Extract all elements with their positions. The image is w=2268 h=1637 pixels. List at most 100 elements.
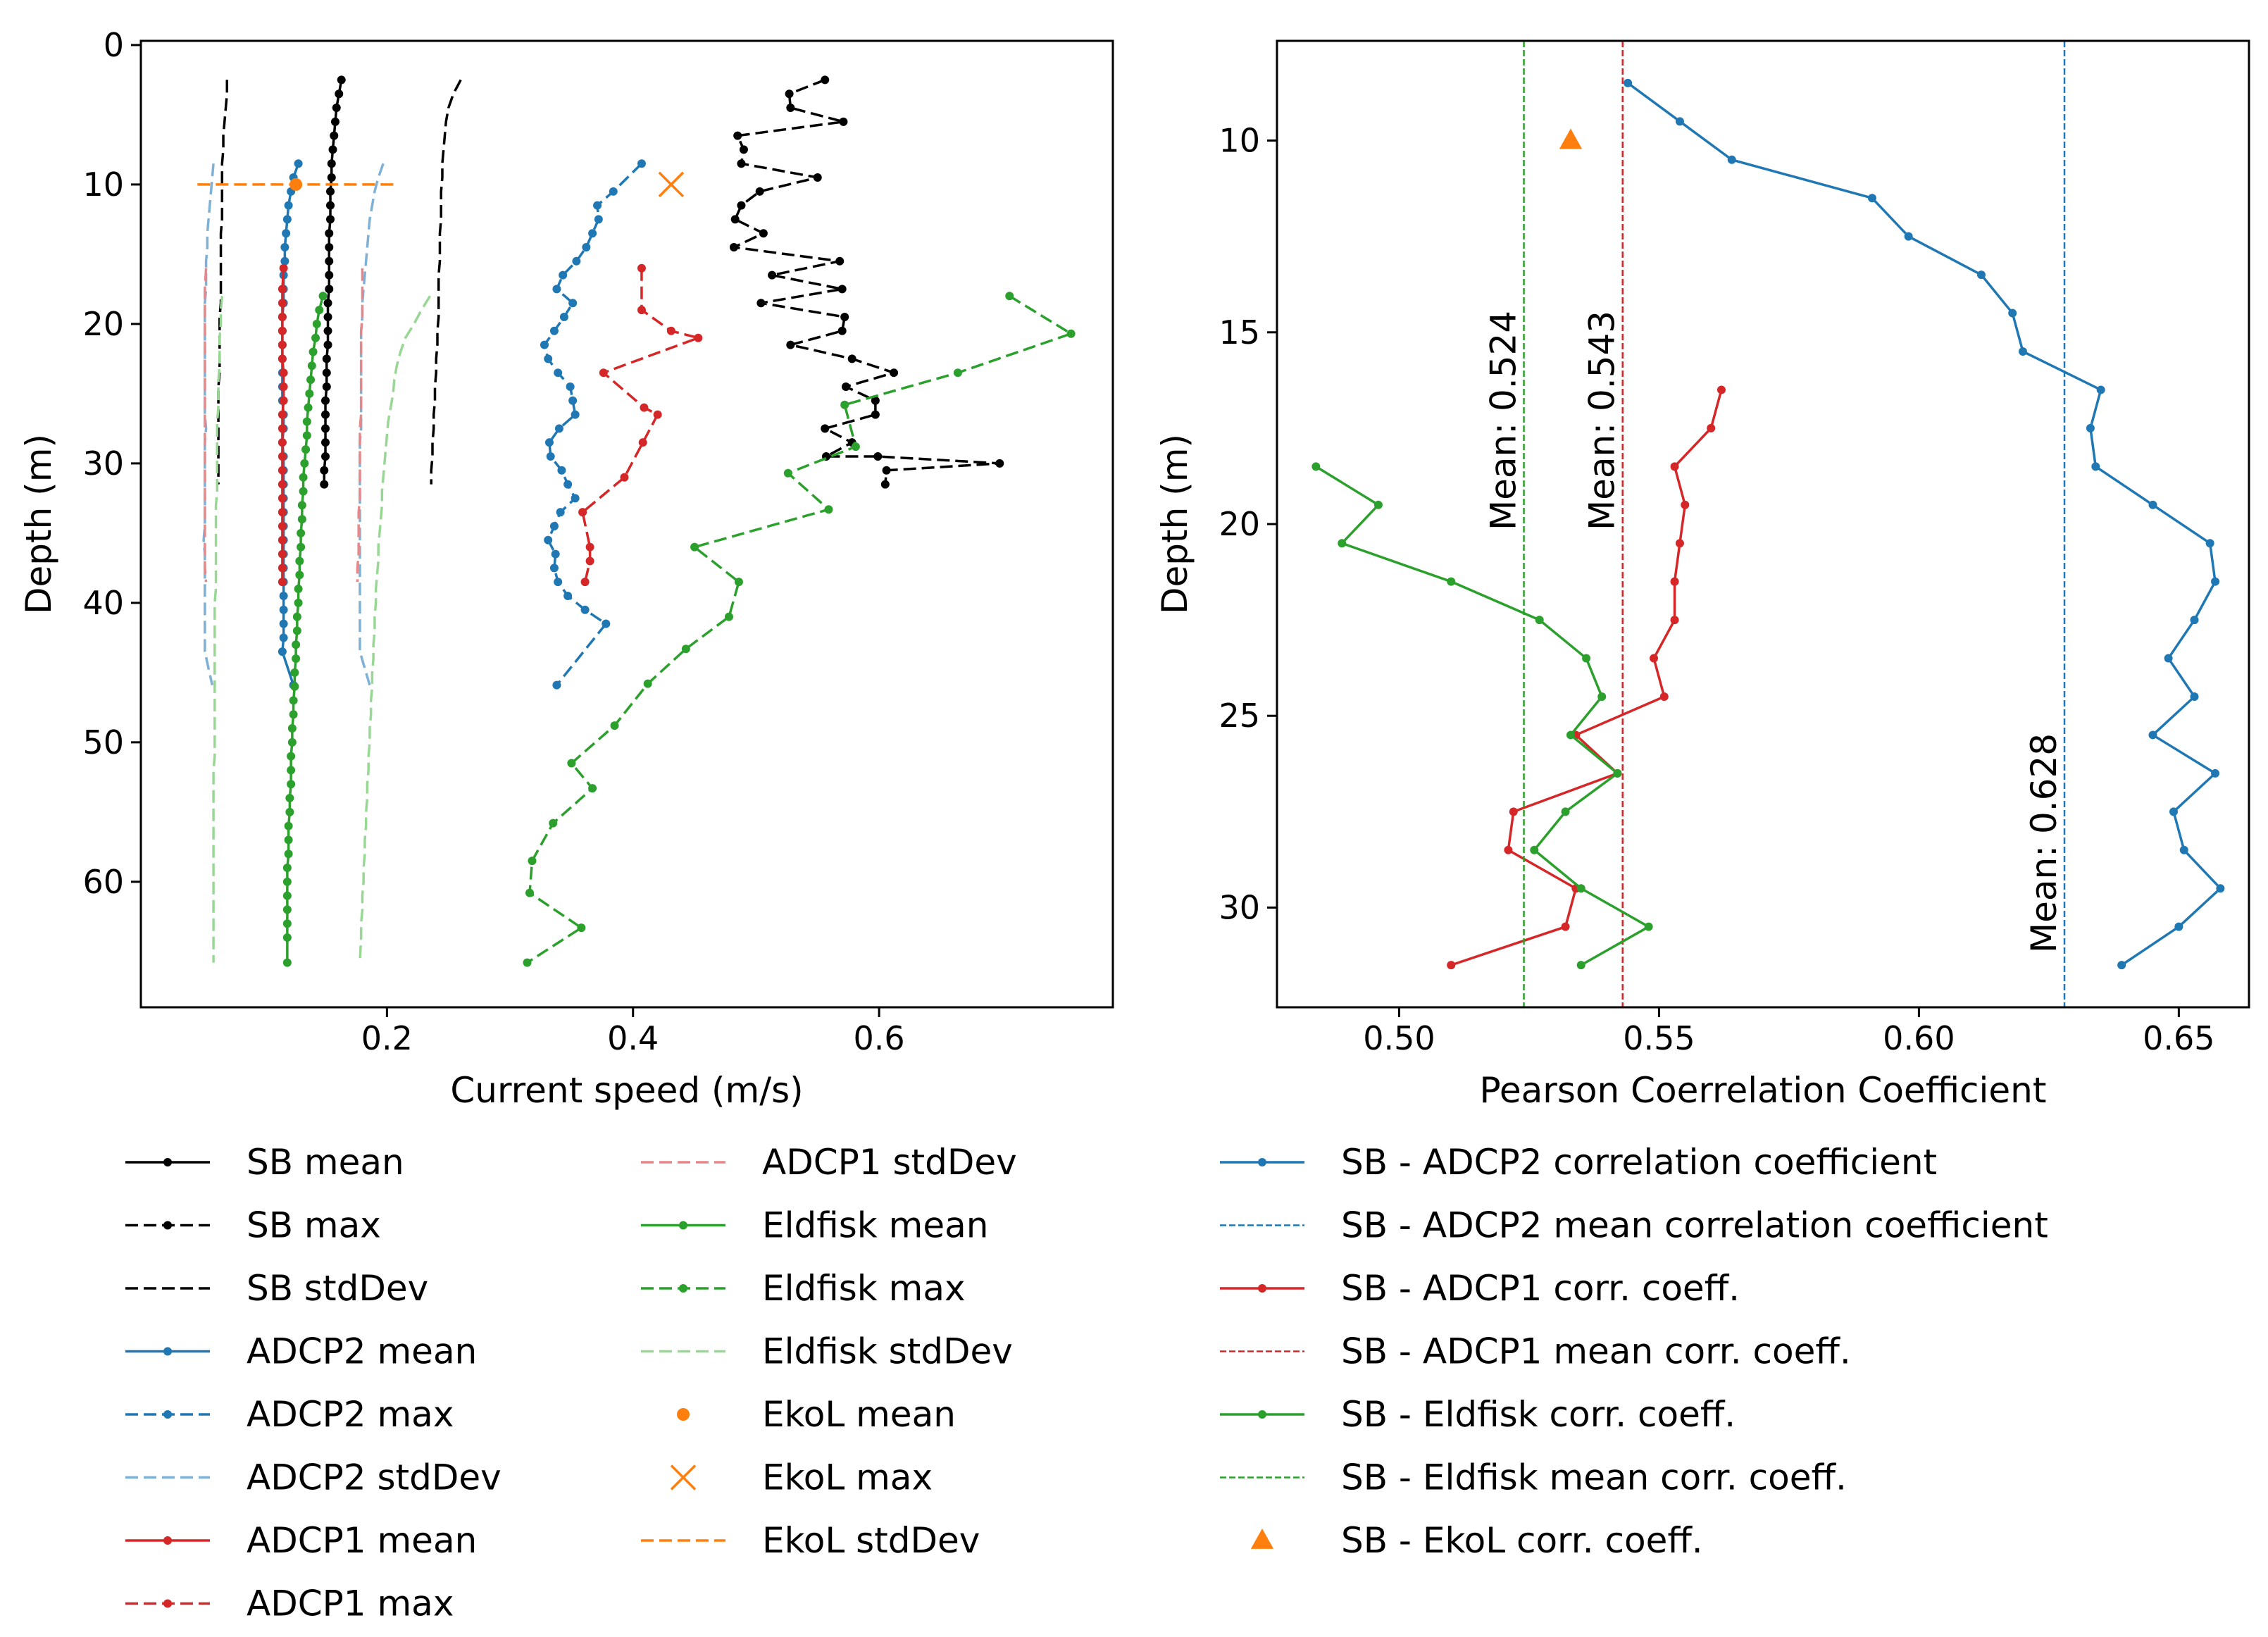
legend-item-sb-adcp1-mean-corr-coeff: SB - ADCP1 mean corr. coeff. (1220, 1331, 1851, 1372)
data-point (1576, 884, 1585, 893)
legend-label: ADCP1 max (247, 1583, 454, 1624)
data-point (322, 382, 331, 391)
data-point (737, 159, 746, 168)
data-point (279, 368, 288, 378)
data-point (653, 410, 662, 419)
data-point (563, 591, 573, 600)
data-point (578, 508, 587, 517)
series-sb-adcp2-correlation-coefficient (1624, 78, 2225, 970)
data-point (588, 784, 597, 793)
stddev-high-line (430, 79, 462, 485)
data-point (304, 403, 313, 412)
data-point (1005, 292, 1014, 301)
data-point (284, 835, 293, 845)
legend-label: Eldfisk mean (762, 1205, 988, 1246)
data-point (278, 410, 287, 419)
data-point (546, 452, 555, 461)
x-tick-label: 0.65 (2143, 1019, 2214, 1057)
data-point (554, 368, 563, 378)
data-point (318, 292, 328, 301)
legend-item-sb-adcp2-mean-correlation-coefficient: SB - ADCP2 mean correlation coefficient (1220, 1205, 2048, 1246)
data-point (278, 564, 287, 573)
data-point (321, 396, 330, 405)
legend-marker (163, 1410, 172, 1419)
series-line (1315, 465, 1650, 966)
data-point (327, 173, 336, 182)
legend-item-adcp2-mean: ADCP2 mean (125, 1331, 477, 1372)
legend-label: SB - ADCP1 corr. coeff. (1341, 1268, 1740, 1309)
data-point (571, 410, 580, 419)
data-point (1867, 194, 1876, 203)
legend-label: SB - ADCP2 mean correlation coefficient (1341, 1205, 2048, 1246)
data-point (287, 766, 296, 775)
y-tick-label: 30 (1219, 888, 1260, 926)
data-point (2211, 577, 2220, 586)
data-point (824, 505, 833, 514)
data-point (285, 807, 294, 816)
series-ekol-max (658, 171, 685, 198)
data-point (278, 438, 287, 447)
data-point (551, 549, 560, 559)
data-point (282, 891, 292, 900)
data-point (840, 400, 849, 409)
data-point (890, 368, 899, 378)
series-line (526, 294, 1073, 964)
data-point (571, 494, 580, 503)
series-eldfisk-mean (282, 292, 328, 967)
data-point (278, 313, 287, 321)
legend-item-sb-eldfisk-mean-corr-coeff: SB - Eldfisk mean corr. coeff. (1220, 1457, 1847, 1498)
data-point (278, 535, 287, 544)
data-point (278, 424, 287, 433)
legend-item-ekol-max: EkoL max (670, 1457, 933, 1498)
series-adcp2-max (540, 159, 646, 690)
data-point (739, 145, 748, 154)
data-point (690, 542, 699, 552)
correlation-legend: SB - ADCP2 correlation coefficient SB - A… (1220, 1142, 2048, 1561)
data-point (1447, 961, 1456, 970)
legend-label: EkoL stdDev (762, 1520, 980, 1561)
data-point (337, 75, 346, 85)
data-point (282, 864, 292, 873)
stddev-high-line (356, 268, 364, 583)
data-point (309, 347, 318, 356)
data-point (1535, 616, 1544, 625)
data-point (733, 131, 742, 140)
data-point (580, 578, 590, 587)
data-point (2096, 385, 2105, 394)
data-point (1582, 654, 1591, 663)
y-tick-label: 20 (1219, 505, 1260, 543)
data-point (289, 710, 298, 719)
data-point (602, 619, 611, 628)
legend-item-adcp2-stddev: ADCP2 stdDev (125, 1457, 501, 1498)
y-tick-label: 15 (1219, 313, 1260, 351)
speed-legend: SB mean SB max SB stdDev ADCP2 mean ADCP2 ma… (125, 1142, 1017, 1624)
data-point (724, 612, 733, 621)
y-tick-label: 60 (82, 863, 124, 901)
data-point (730, 215, 740, 224)
data-point (278, 452, 287, 461)
data-point (1311, 462, 1321, 471)
stddev-high-line (359, 163, 385, 686)
speed-profile-panel: 0.2 0.4 0.6 0 10 20 30 40 50 60 Current speed (m/… (18, 26, 1114, 1111)
data-point (285, 794, 294, 803)
data-point (279, 633, 288, 642)
data-point (321, 438, 330, 447)
data-point (327, 159, 336, 168)
y-tick-label: 0 (104, 26, 124, 64)
data-point (1613, 768, 1622, 778)
data-point (540, 340, 549, 349)
data-point (292, 640, 301, 649)
data-point (297, 501, 306, 510)
series-eldfisk-max (523, 292, 1076, 967)
data-point (290, 682, 299, 691)
data-point (322, 368, 331, 378)
data-point (566, 382, 575, 391)
legend-item-ekol-stddev: EkoL stdDev (641, 1520, 980, 1561)
data-point (582, 243, 591, 252)
data-point (839, 117, 848, 126)
series-adcp1-mean (278, 263, 288, 587)
data-point (737, 201, 746, 210)
speed-x-axis-label: Current speed (m/s) (450, 1070, 803, 1111)
data-point (756, 299, 766, 308)
data-point (523, 958, 532, 967)
